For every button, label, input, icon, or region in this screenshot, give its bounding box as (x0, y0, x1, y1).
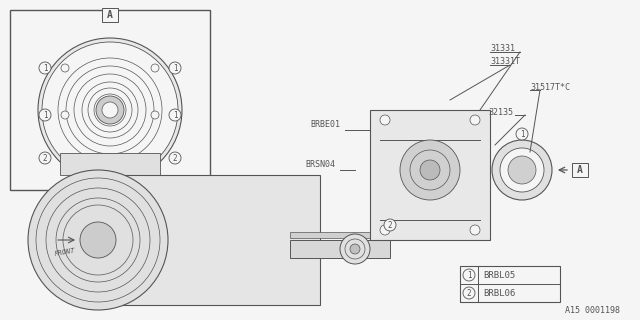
Text: 2: 2 (173, 154, 177, 163)
Bar (10, 10, 210, 190)
Circle shape (350, 244, 360, 254)
Circle shape (492, 140, 552, 200)
Text: 2: 2 (388, 220, 392, 229)
Text: 2: 2 (43, 154, 47, 163)
Circle shape (169, 62, 181, 74)
Bar (102, 8, 118, 22)
Circle shape (39, 109, 51, 121)
Bar (370, 110, 490, 240)
Text: FRONT: FRONT (54, 247, 76, 257)
Circle shape (516, 128, 528, 140)
Text: 32135: 32135 (488, 108, 513, 116)
Circle shape (38, 38, 182, 182)
Text: 2: 2 (467, 289, 471, 298)
Bar (60, 153, 160, 175)
Circle shape (96, 96, 124, 124)
Circle shape (42, 42, 178, 178)
Circle shape (169, 152, 181, 164)
Circle shape (380, 225, 390, 235)
Circle shape (61, 154, 69, 162)
Text: BRBL05: BRBL05 (483, 270, 515, 279)
Circle shape (102, 102, 118, 118)
Circle shape (61, 111, 69, 119)
Text: 1: 1 (173, 110, 177, 119)
Text: BRBL06: BRBL06 (483, 289, 515, 298)
Circle shape (61, 64, 69, 72)
Circle shape (400, 140, 460, 200)
Circle shape (380, 115, 390, 125)
Circle shape (463, 269, 475, 281)
Text: BRSN04: BRSN04 (305, 160, 335, 169)
Circle shape (500, 148, 544, 192)
Text: 1: 1 (43, 63, 47, 73)
Circle shape (384, 219, 396, 231)
Bar (90, 175, 320, 305)
Text: 1: 1 (43, 110, 47, 119)
Circle shape (151, 154, 159, 162)
Circle shape (80, 222, 116, 258)
Text: A: A (107, 10, 113, 20)
Circle shape (39, 62, 51, 74)
Circle shape (28, 170, 168, 310)
Circle shape (151, 64, 159, 72)
Text: A15 0001198: A15 0001198 (565, 306, 620, 315)
Circle shape (508, 156, 536, 184)
Text: 1: 1 (173, 63, 177, 73)
Bar (460, 266, 560, 302)
Text: BRBE01: BRBE01 (310, 120, 340, 129)
Bar (290, 232, 370, 238)
Circle shape (39, 152, 51, 164)
Circle shape (340, 234, 370, 264)
Text: 31331: 31331 (490, 44, 515, 52)
Text: 1: 1 (520, 130, 524, 139)
Text: 31517T*C: 31517T*C (530, 83, 570, 92)
Bar (290, 240, 390, 258)
Text: 1: 1 (467, 270, 471, 279)
Circle shape (420, 160, 440, 180)
Circle shape (470, 225, 480, 235)
Text: 31331T: 31331T (490, 57, 520, 66)
Text: A: A (577, 165, 583, 175)
Circle shape (470, 115, 480, 125)
Circle shape (151, 111, 159, 119)
Circle shape (463, 287, 475, 299)
Bar (572, 163, 588, 177)
Circle shape (169, 109, 181, 121)
